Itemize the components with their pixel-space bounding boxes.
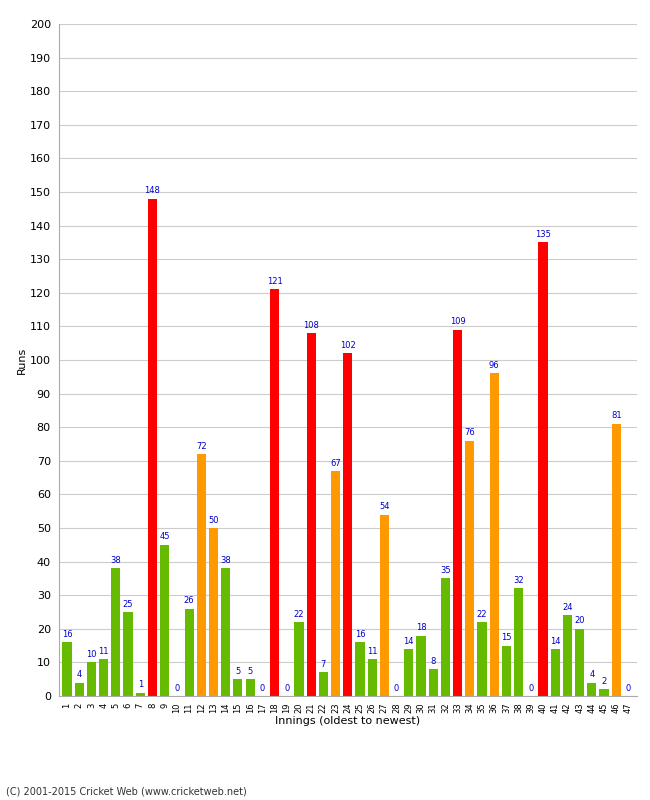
Bar [441,578,450,696]
Text: 45: 45 [159,533,170,542]
Bar [209,528,218,696]
Text: 14: 14 [550,637,560,646]
Text: 72: 72 [196,442,207,450]
Text: 38: 38 [220,556,231,565]
Text: 0: 0 [260,684,265,693]
Bar [575,629,584,696]
Bar [587,682,597,696]
Text: 26: 26 [184,596,194,606]
Bar [612,424,621,696]
Bar [331,471,340,696]
Bar [453,330,462,696]
Bar [318,673,328,696]
Bar [343,354,352,696]
Bar [599,690,608,696]
Text: 4: 4 [77,670,82,679]
Text: 7: 7 [320,660,326,669]
Text: 102: 102 [340,341,356,350]
Text: 109: 109 [450,318,465,326]
Text: 35: 35 [440,566,450,575]
Text: 54: 54 [379,502,389,511]
Text: 14: 14 [404,637,414,646]
Text: 108: 108 [303,321,319,330]
Bar [75,682,84,696]
Text: 2: 2 [601,677,606,686]
X-axis label: Innings (oldest to newest): Innings (oldest to newest) [275,716,421,726]
Text: 32: 32 [514,576,524,585]
Bar [62,642,72,696]
Text: 0: 0 [394,684,399,693]
Bar [111,568,120,696]
Bar [551,649,560,696]
Bar [502,646,511,696]
Text: 5: 5 [235,667,240,676]
Bar [538,242,547,696]
Bar [246,679,255,696]
Text: 0: 0 [174,684,179,693]
Text: 135: 135 [535,230,551,239]
Text: 4: 4 [589,670,595,679]
Bar [356,642,365,696]
Text: 16: 16 [355,630,365,639]
Bar [380,514,389,696]
Bar [124,612,133,696]
Bar [136,693,145,696]
Text: 121: 121 [266,277,282,286]
Text: 22: 22 [476,610,488,618]
Text: 20: 20 [575,617,585,626]
Text: 18: 18 [415,623,426,632]
Bar [368,659,377,696]
Bar [489,374,499,696]
Text: 25: 25 [123,600,133,609]
Text: 38: 38 [111,556,122,565]
Bar [160,545,169,696]
Bar [185,609,194,696]
Bar [428,669,437,696]
Bar [233,679,242,696]
Bar [87,662,96,696]
Text: 81: 81 [611,411,621,421]
Bar [197,454,206,696]
Text: 50: 50 [208,516,219,525]
Text: 15: 15 [501,634,512,642]
Text: 11: 11 [98,646,109,656]
Text: 22: 22 [294,610,304,618]
Bar [307,333,316,696]
Text: 0: 0 [528,684,534,693]
Text: 67: 67 [330,458,341,467]
Bar [514,589,523,696]
Bar [465,441,474,696]
Bar [563,615,572,696]
Y-axis label: Runs: Runs [17,346,27,374]
Text: 0: 0 [284,684,289,693]
Text: 8: 8 [430,657,436,666]
Text: 5: 5 [248,667,253,676]
Text: 0: 0 [626,684,631,693]
Bar [221,568,230,696]
Bar [148,198,157,696]
Bar [477,622,487,696]
Text: 148: 148 [144,186,161,195]
Bar [99,659,109,696]
Text: 76: 76 [464,428,475,438]
Text: 11: 11 [367,646,378,656]
Bar [417,635,426,696]
Bar [294,622,304,696]
Text: (C) 2001-2015 Cricket Web (www.cricketweb.net): (C) 2001-2015 Cricket Web (www.cricketwe… [6,786,247,796]
Text: 96: 96 [489,361,499,370]
Bar [404,649,413,696]
Text: 1: 1 [138,680,143,690]
Bar [270,290,279,696]
Text: 24: 24 [562,603,573,612]
Text: 10: 10 [86,650,97,659]
Text: 16: 16 [62,630,72,639]
